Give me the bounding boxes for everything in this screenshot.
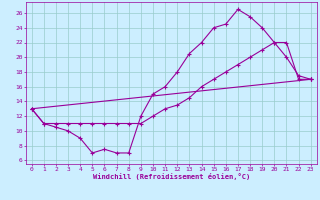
X-axis label: Windchill (Refroidissement éolien,°C): Windchill (Refroidissement éolien,°C)	[92, 173, 250, 180]
